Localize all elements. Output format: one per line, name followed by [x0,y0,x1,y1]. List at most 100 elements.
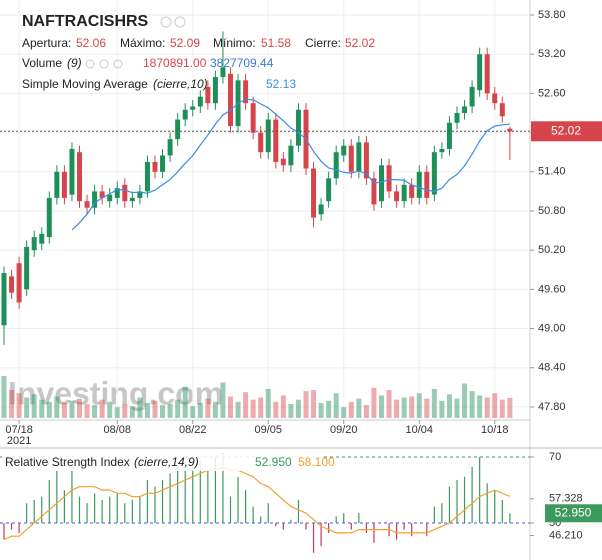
volume-bar [394,399,400,418]
volume-bar [333,393,339,418]
y-tick-label: 50.20 [538,244,566,256]
candle-body [280,158,286,166]
volume-bar [280,395,286,418]
candle-body [46,197,52,238]
volume-bar [295,399,301,418]
candle-body [394,191,400,202]
x-tick-label: 09/20 [330,424,358,436]
candle-body [1,273,7,326]
candle-body [401,184,407,202]
volume-bar [250,399,256,418]
volume-bar [243,392,249,418]
volume-bar [197,402,203,418]
volume-bar [492,393,498,418]
candle-body [137,191,143,198]
candle-body [348,145,354,172]
y-tick-label: 53.80 [538,9,566,21]
y-tick-label: 52.60 [538,87,566,99]
stat-label: Cierre: [305,36,341,50]
volume-bar [288,404,294,418]
volume-bar [137,397,143,418]
rsi-legend-signal: 58.100 [298,455,335,469]
volume-bar [499,399,505,418]
candle-body [409,184,415,198]
rsi-tick-label: 46.210 [549,529,583,541]
candle-body [31,237,37,251]
volume-legend-name: Volume [22,56,62,70]
candle-body [61,171,67,198]
volume-bar [446,394,452,418]
icon [113,59,123,69]
candle-body [77,152,82,202]
volume-bar [273,401,279,418]
candle-body [326,178,332,202]
candle-body [341,145,347,156]
volume-bar [326,400,332,418]
volume-bar [160,405,166,418]
candle-body [363,142,369,179]
volume-bar [439,400,445,418]
x-tick-label: 08/22 [179,424,207,436]
candle-body [273,119,279,162]
volume-bar [99,399,105,418]
candle-body [228,73,233,127]
candle-body [9,276,15,293]
volume-bar [386,390,392,418]
last-price-label: 52.02 [551,123,581,137]
volume-bar [431,388,437,418]
candle-body [446,122,452,149]
volume-bar [39,399,45,418]
volume-bar [363,405,369,418]
stat-label: Mínimo: [213,36,256,50]
candle-body [507,128,513,132]
volume-bar [341,407,347,418]
y-tick-label: 48.40 [538,362,566,374]
candle-body [92,191,98,208]
volume-bar [348,401,354,418]
rsi-tick-label: 70 [549,451,561,463]
sma-legend-value: 52.13 [266,77,296,91]
candle-body [492,93,498,104]
volume-bar [258,397,264,418]
volume-bar [484,397,490,418]
volume-bar [54,396,60,418]
volume-legend-params: (9) [67,56,82,70]
y-tick-label: 50.80 [538,205,566,217]
volume-bar [205,398,211,418]
candle-body [499,103,505,117]
candle-body [288,145,294,166]
candle-body [416,171,422,198]
candle-body [197,96,203,107]
y-tick-label: 49.00 [538,322,566,334]
icon [99,59,109,69]
rsi-legend-value: 52.950 [255,455,292,469]
volume-bar [507,397,513,418]
volume-bar [371,387,377,418]
x-tick-label: 10/04 [405,424,433,436]
volume-bar [265,388,271,418]
volume-bar [228,396,233,418]
stat-label: Apertura: [22,36,71,50]
volume-bar [401,397,407,418]
candle-body [220,67,226,78]
volume-bar [409,396,415,418]
candle-body [205,86,211,104]
candle-body [379,165,384,202]
volume-bar [1,376,7,418]
rsi-legend-bg [2,454,322,471]
stat-value: 52.06 [76,36,106,50]
candle-body [250,103,256,133]
last-price-box [531,121,602,142]
y-tick-label: 49.60 [538,283,566,295]
x-tick-label: 08/08 [103,424,131,436]
candle-body [212,77,218,104]
volume-bar [107,401,113,418]
rsi-value-box [545,504,602,523]
candle-body [462,106,468,114]
candle-body [311,168,317,218]
volume-bar [129,406,135,418]
volume-bar [122,404,128,418]
sma-legend-name: Simple Moving Average [22,77,148,91]
candle-body [167,139,173,156]
